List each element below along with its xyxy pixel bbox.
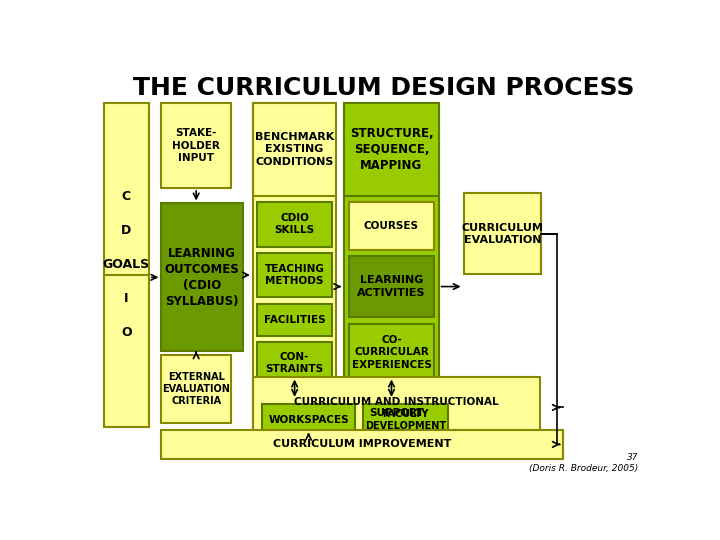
Bar xyxy=(253,103,336,195)
Bar xyxy=(258,303,332,336)
Text: LEARNING
OUTCOMES
(CDIO
SYLLABUS): LEARNING OUTCOMES (CDIO SYLLABUS) xyxy=(165,247,239,308)
Bar xyxy=(104,103,149,427)
Text: BENCHMARK
EXISTING
CONDITIONS: BENCHMARK EXISTING CONDITIONS xyxy=(255,132,334,167)
Bar xyxy=(349,256,434,318)
Text: FACULTY
DEVELOPMENT: FACULTY DEVELOPMENT xyxy=(365,409,446,431)
Bar xyxy=(464,193,541,274)
Text: CON-
STRAINTS: CON- STRAINTS xyxy=(266,352,324,374)
Text: STAKE-
HOLDER
INPUT: STAKE- HOLDER INPUT xyxy=(172,129,220,163)
Text: CO-
CURRICULAR
EXPERIENCES: CO- CURRICULAR EXPERIENCES xyxy=(351,335,431,370)
Text: COURSES: COURSES xyxy=(364,221,419,231)
Bar xyxy=(161,430,563,459)
Text: EXTERNAL
EVALUATION
CRITERIA: EXTERNAL EVALUATION CRITERIA xyxy=(162,372,230,407)
Bar xyxy=(262,403,355,436)
Text: CURRICULUM AND INSTRUCTIONAL
SUPPORT: CURRICULUM AND INSTRUCTIONAL SUPPORT xyxy=(294,397,498,418)
Text: FACILITIES: FACILITIES xyxy=(264,315,325,325)
Text: WORKSPACES: WORKSPACES xyxy=(269,415,349,425)
Text: STRUCTURE,
SEQUENCE,
MAPPING: STRUCTURE, SEQUENCE, MAPPING xyxy=(350,127,433,172)
Bar xyxy=(258,342,332,384)
Bar xyxy=(349,323,434,381)
Bar xyxy=(253,377,539,438)
Bar xyxy=(253,103,336,400)
Text: CURRICULUM IMPROVEMENT: CURRICULUM IMPROVEMENT xyxy=(273,440,451,449)
Bar xyxy=(161,355,231,423)
Bar xyxy=(349,202,434,249)
Text: 37
(Doris R. Brodeur, 2005): 37 (Doris R. Brodeur, 2005) xyxy=(529,454,639,473)
Text: CDIO
SKILLS: CDIO SKILLS xyxy=(274,213,315,235)
Bar xyxy=(344,103,438,195)
Bar xyxy=(161,204,243,351)
Bar xyxy=(258,202,332,247)
Text: LEARNING
ACTIVITIES: LEARNING ACTIVITIES xyxy=(357,275,426,298)
Text: C

D

GOALS

I

O: C D GOALS I O xyxy=(103,191,150,340)
Bar xyxy=(161,103,231,188)
Text: CURRICULUM
EVALUATION: CURRICULUM EVALUATION xyxy=(462,222,543,245)
Text: THE CURRICULUM DESIGN PROCESS: THE CURRICULUM DESIGN PROCESS xyxy=(132,76,634,100)
Bar xyxy=(258,253,332,298)
Bar xyxy=(363,403,448,436)
Bar xyxy=(344,103,438,400)
Text: TEACHING
METHODS: TEACHING METHODS xyxy=(265,264,325,286)
